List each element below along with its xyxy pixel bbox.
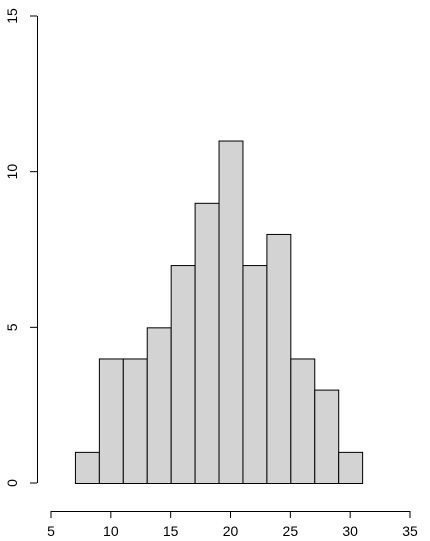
y-axis-ticks: 0 5 10 15 [4,8,37,487]
y-tick-label: 5 [4,323,20,331]
histogram-bar [338,451,364,485]
x-tick-label: 10 [103,523,119,539]
x-axis-ticks: 5 10 15 20 25 30 35 [47,511,418,539]
histogram-bar [122,358,148,485]
histogram-bar [266,233,292,484]
histogram-bar [170,265,196,485]
histogram-bar [74,451,100,485]
bars [74,140,364,485]
histogram-bar [242,265,268,485]
x-tick-label: 5 [47,523,55,539]
histogram-bar [146,327,172,485]
histogram-bar [194,202,220,485]
histogram-bar [290,358,316,485]
y-tick-label: 15 [4,8,20,24]
x-tick-label: 35 [402,523,418,539]
histogram-bar [218,140,244,485]
histogram-bar [314,389,340,485]
y-tick-label: 10 [4,164,20,180]
x-tick-label: 30 [342,523,358,539]
x-tick-label: 15 [163,523,179,539]
y-tick-label: 0 [4,479,20,487]
histogram-bar [98,358,124,485]
x-tick-label: 20 [223,523,239,539]
x-tick-label: 25 [283,523,299,539]
